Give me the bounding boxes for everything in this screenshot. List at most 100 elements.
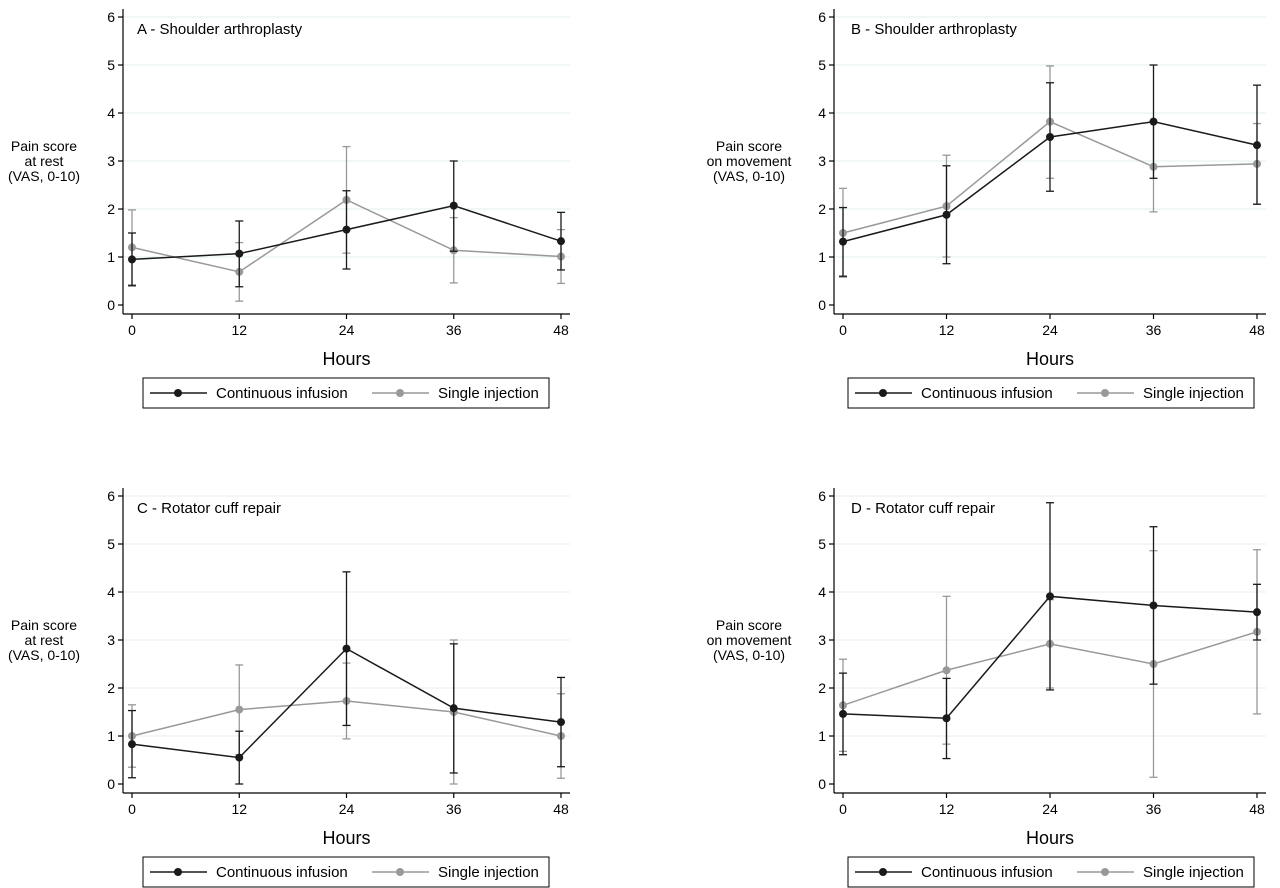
legend-marker xyxy=(1101,389,1109,397)
data-point xyxy=(942,714,951,723)
x-tick-label: 36 xyxy=(1146,801,1162,817)
legend: Continuous infusion Single injection xyxy=(142,377,550,409)
y-tick-label: 2 xyxy=(107,680,115,696)
data-point xyxy=(1253,608,1261,617)
panel-title: D - Rotator cuff repair xyxy=(851,500,995,517)
data-point xyxy=(942,666,951,675)
legend-label: Continuous infusion xyxy=(216,864,348,881)
x-tick-label: 36 xyxy=(1146,322,1162,338)
x-tick-label: 48 xyxy=(1249,322,1265,338)
x-tick-label: 36 xyxy=(446,322,462,338)
data-point xyxy=(1046,592,1054,601)
data-point xyxy=(342,225,351,234)
data-point xyxy=(557,718,565,727)
panel-title: B - Shoulder arthroplasty xyxy=(851,21,1017,38)
y-axis-label-line: on movement xyxy=(707,632,792,648)
legend-label: Single injection xyxy=(1143,864,1244,881)
y-tick-label: 6 xyxy=(107,9,115,25)
y-tick-label: 4 xyxy=(107,105,115,121)
series-continuous-infusion xyxy=(128,571,565,785)
x-tick-label: 12 xyxy=(939,322,955,338)
legend-label: Single injection xyxy=(438,864,539,881)
data-point xyxy=(128,740,136,749)
y-tick-label: 3 xyxy=(818,153,826,169)
panel-title: C - Rotator cuff repair xyxy=(137,500,281,517)
x-tick-label: 48 xyxy=(553,801,569,817)
y-tick-label: 1 xyxy=(818,728,826,744)
x-axis-label: Hours xyxy=(1026,349,1074,369)
legend-box xyxy=(142,377,550,409)
x-tick-label: 0 xyxy=(839,322,847,338)
legend-marker xyxy=(879,868,887,876)
y-axis-label-line: (VAS, 0-10) xyxy=(713,168,785,184)
data-point xyxy=(235,249,244,258)
x-tick-label: 48 xyxy=(553,322,569,338)
legend: Continuous infusion Single injection xyxy=(847,856,1255,888)
y-tick-label: 2 xyxy=(107,201,115,217)
y-axis-label-line: Pain score xyxy=(716,617,782,633)
x-tick-label: 12 xyxy=(231,801,247,817)
x-tick-label: 48 xyxy=(1249,801,1265,817)
y-tick-label: 5 xyxy=(818,536,826,552)
x-tick-label: 24 xyxy=(339,322,355,338)
x-axis-label: Hours xyxy=(1026,828,1074,848)
x-axis-label: Hours xyxy=(322,349,370,369)
y-tick-label: 3 xyxy=(107,632,115,648)
legend-box xyxy=(847,377,1255,409)
y-tick-label: 5 xyxy=(107,536,115,552)
y-tick-label: 0 xyxy=(107,297,115,313)
x-tick-label: 0 xyxy=(128,801,136,817)
y-tick-label: 3 xyxy=(107,153,115,169)
y-tick-label: 0 xyxy=(107,776,115,792)
x-tick-label: 24 xyxy=(1042,801,1058,817)
y-tick-label: 2 xyxy=(818,201,826,217)
series-continuous-infusion xyxy=(128,160,565,288)
y-tick-label: 4 xyxy=(107,584,115,600)
y-axis-label-line: at rest xyxy=(25,632,64,648)
y-axis-label-line: Pain score xyxy=(11,617,77,633)
y-axis-label-line: (VAS, 0-10) xyxy=(713,647,785,663)
data-point xyxy=(235,705,244,714)
x-tick-label: 24 xyxy=(339,801,355,817)
data-point xyxy=(1149,601,1158,610)
y-tick-label: 1 xyxy=(818,249,826,265)
y-tick-label: 1 xyxy=(107,728,115,744)
x-tick-label: 12 xyxy=(231,322,247,338)
data-point xyxy=(342,644,351,653)
x-tick-label: 0 xyxy=(839,801,847,817)
legend-marker xyxy=(174,868,182,876)
data-point xyxy=(449,201,458,210)
legend-marker xyxy=(396,868,404,876)
series-continuous-infusion xyxy=(839,502,1261,760)
legend-label: Continuous infusion xyxy=(921,385,1053,402)
y-tick-label: 6 xyxy=(818,488,826,504)
y-axis-label-line: (VAS, 0-10) xyxy=(8,168,80,184)
legend-label: Single injection xyxy=(1143,385,1244,402)
data-point xyxy=(1046,133,1054,141)
legend: Continuous infusion Single injection xyxy=(847,377,1255,409)
data-point xyxy=(839,709,847,718)
series-continuous-infusion xyxy=(839,64,1261,277)
y-tick-label: 0 xyxy=(818,776,826,792)
y-tick-label: 0 xyxy=(818,297,826,313)
legend-marker xyxy=(174,389,182,397)
data-point xyxy=(235,753,244,762)
y-axis-label-line: (VAS, 0-10) xyxy=(8,647,80,663)
panel-title: A - Shoulder arthroplasty xyxy=(137,21,303,38)
data-point xyxy=(1253,141,1261,150)
legend-marker xyxy=(396,389,404,397)
y-tick-label: 5 xyxy=(107,57,115,73)
y-tick-label: 6 xyxy=(818,9,826,25)
data-point xyxy=(942,210,951,219)
y-tick-label: 4 xyxy=(818,584,826,600)
x-axis-label: Hours xyxy=(322,828,370,848)
data-point xyxy=(449,704,458,713)
data-point xyxy=(839,237,847,246)
y-tick-label: 1 xyxy=(107,249,115,265)
data-point xyxy=(1149,117,1158,126)
